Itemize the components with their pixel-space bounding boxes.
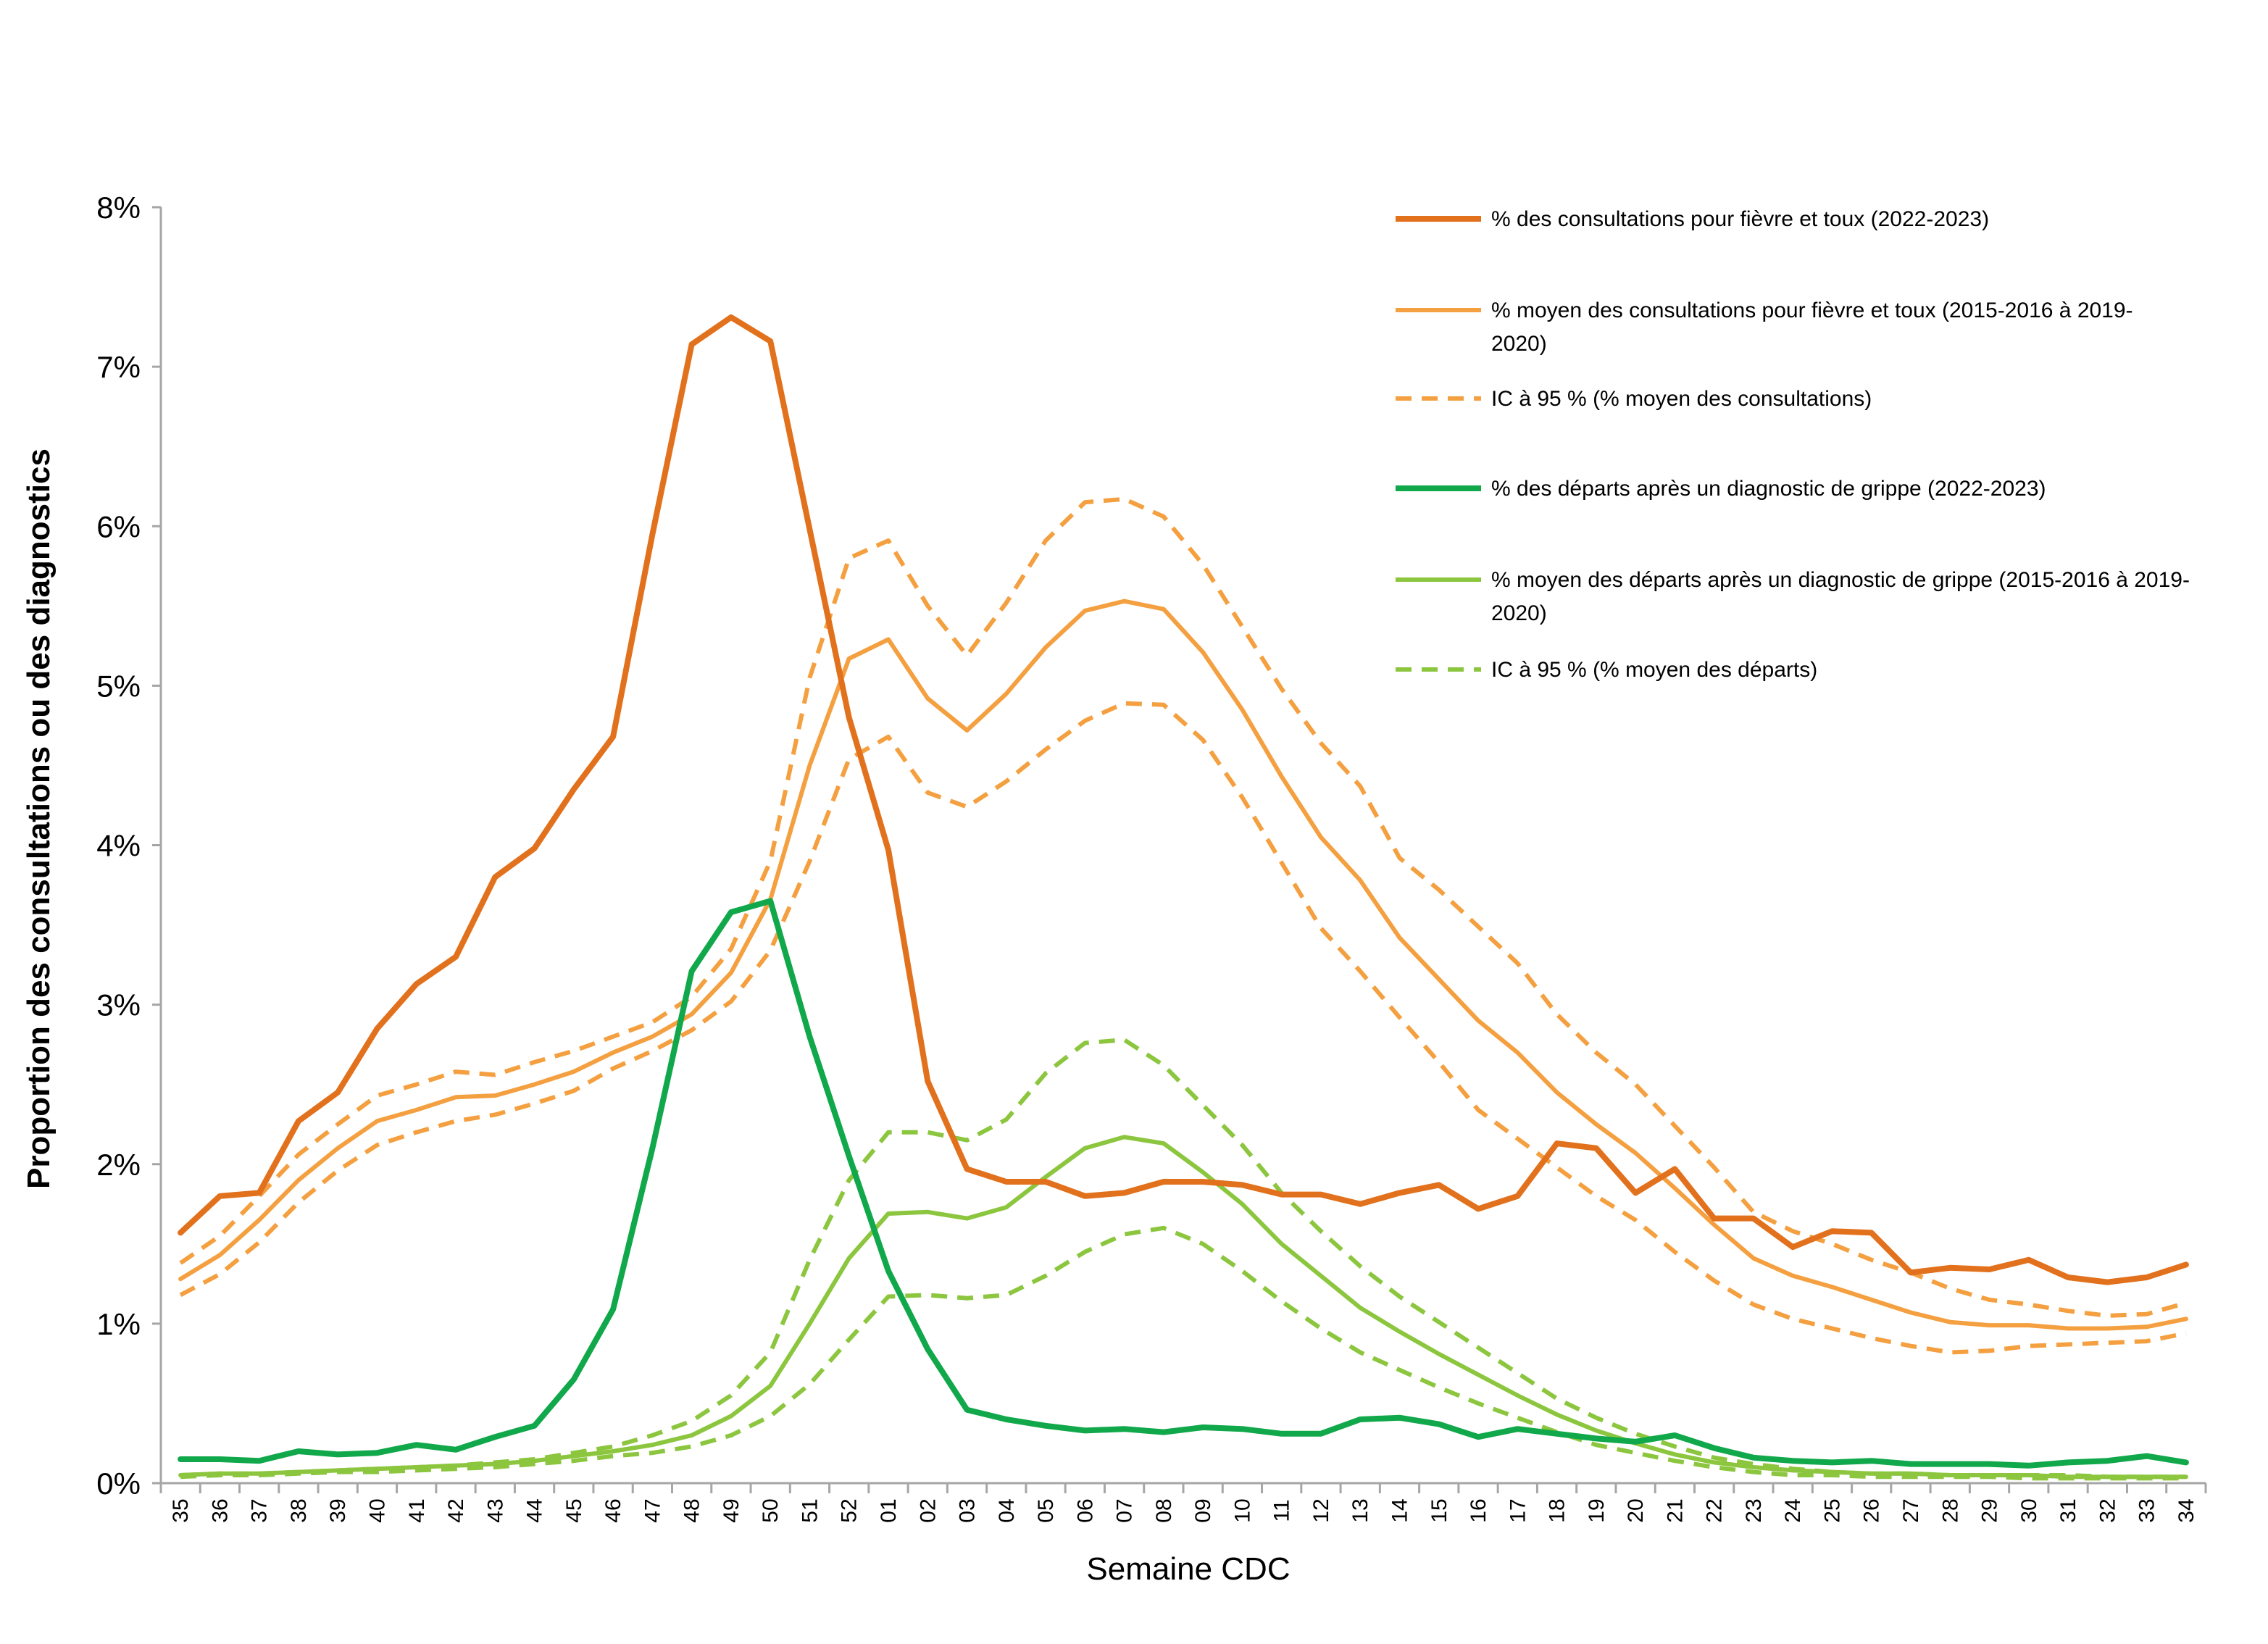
x-tick-label: 32	[2096, 1498, 2119, 1522]
x-tick-label: 25	[1820, 1498, 1844, 1522]
x-tick-label: 16	[1467, 1498, 1491, 1522]
legend-label: 2020)	[1491, 332, 1547, 356]
x-tick-label: 03	[956, 1498, 980, 1522]
y-tick-label: 3%	[96, 988, 141, 1022]
x-tick-label: 45	[562, 1498, 586, 1522]
x-tick-label: 49	[720, 1498, 743, 1522]
y-tick-label: 6%	[96, 509, 141, 543]
x-tick-label: 22	[1703, 1498, 1727, 1522]
series-line-0	[178, 314, 2189, 1285]
x-tick-label: 52	[838, 1498, 862, 1522]
series-line-4	[178, 898, 2189, 1469]
y-tick-label: 5%	[96, 669, 141, 703]
x-tick-label: 12	[1309, 1498, 1333, 1522]
series-line-1	[178, 598, 2188, 1331]
y-ticks: 0% 1% 2% 3% 4% 5% 6% 7% 8%	[96, 191, 161, 1501]
series-line-3	[179, 701, 2187, 1355]
x-tick-label: 23	[1742, 1498, 1766, 1522]
legend-label: IC à 95 % (% moyen des départs)	[1491, 658, 1817, 682]
series-lines	[178, 314, 2189, 1481]
x-tick-label: 50	[759, 1498, 783, 1522]
x-tick-label: 43	[483, 1498, 507, 1522]
x-tick-label: 02	[916, 1498, 940, 1522]
x-tick-label: 51	[798, 1498, 822, 1522]
legend-label: IC à 95 % (% moyen des consultations)	[1491, 387, 1872, 411]
x-tick-label: 18	[1546, 1498, 1569, 1522]
x-tick-label: 09	[1191, 1498, 1215, 1522]
x-tick-label: 46	[601, 1498, 625, 1522]
x-tick-label: 36	[208, 1498, 232, 1522]
x-tick-label: 21	[1663, 1498, 1687, 1522]
y-tick-label: 8%	[96, 191, 141, 225]
x-tick-label: 42	[444, 1498, 468, 1522]
legend-label: % des consultations pour fièvre et toux …	[1491, 207, 1989, 231]
x-tick-label: 17	[1506, 1498, 1530, 1522]
x-tick-label: 33	[2135, 1498, 2159, 1522]
x-tick-label: 27	[1899, 1498, 1923, 1522]
y-tick-label: 4%	[96, 829, 141, 863]
x-tick-label: 19	[1585, 1498, 1609, 1522]
legend-label: % moyen des consultations pour fièvre et…	[1491, 299, 2133, 322]
x-tick-label: 08	[1152, 1498, 1176, 1522]
series-line-2	[179, 496, 2187, 1318]
x-tick-label: 10	[1230, 1498, 1254, 1522]
x-ticks: 35 36 37 38 39 40 41 42 43 44 45 46 47 48 49 50 51 52 01 02…	[159, 1483, 2207, 1523]
x-tick-label: 31	[2056, 1498, 2080, 1522]
x-tick-label: 34	[2175, 1498, 2198, 1522]
legend: % des consultations pour fièvre et toux …	[1396, 207, 2190, 682]
y-tick-label: 1%	[96, 1307, 141, 1341]
series-line-7	[180, 1225, 2186, 1481]
x-tick-label: 37	[248, 1498, 272, 1522]
series-line-5	[178, 1135, 2188, 1480]
x-tick-label: 14	[1388, 1498, 1412, 1522]
axes	[159, 207, 2206, 1485]
legend-label: % moyen des départs après un diagnostic …	[1491, 568, 2190, 592]
x-tick-label: 26	[1860, 1498, 1884, 1522]
legend-label: 2020)	[1491, 601, 1547, 625]
x-tick-label: 06	[1073, 1498, 1097, 1522]
x-tick-label: 07	[1113, 1498, 1137, 1522]
x-tick-label: 35	[169, 1498, 193, 1522]
series-line-6	[180, 1038, 2186, 1480]
x-tick-label: 48	[680, 1498, 704, 1522]
x-tick-label: 44	[523, 1498, 547, 1522]
x-tick-label: 13	[1348, 1498, 1372, 1522]
x-tick-label: 24	[1781, 1498, 1805, 1522]
y-axis-title: Proportion des consultations ou des diag…	[21, 448, 57, 1189]
x-tick-label: 01	[877, 1498, 901, 1522]
x-tick-label: 47	[641, 1498, 664, 1522]
x-tick-label: 05	[1034, 1498, 1058, 1522]
x-tick-label: 28	[1938, 1498, 1962, 1522]
x-tick-label: 30	[2017, 1498, 2041, 1522]
x-tick-label: 11	[1270, 1499, 1294, 1522]
y-tick-label: 7%	[96, 350, 141, 384]
x-tick-label: 15	[1427, 1498, 1451, 1522]
x-axis-title: Semaine CDC	[1086, 1551, 1290, 1587]
y-tick-label: 2%	[96, 1148, 141, 1182]
x-tick-label: 41	[405, 1498, 429, 1522]
x-tick-label: 29	[1978, 1498, 2002, 1522]
x-tick-label: 39	[326, 1498, 350, 1522]
legend-label: % des départs après un diagnostic de gri…	[1491, 477, 2046, 501]
x-tick-label: 38	[287, 1498, 311, 1522]
x-tick-label: 04	[995, 1498, 1019, 1522]
x-tick-label: 40	[365, 1498, 389, 1522]
y-tick-label: 0%	[96, 1466, 141, 1501]
x-tick-label: 20	[1624, 1498, 1648, 1522]
